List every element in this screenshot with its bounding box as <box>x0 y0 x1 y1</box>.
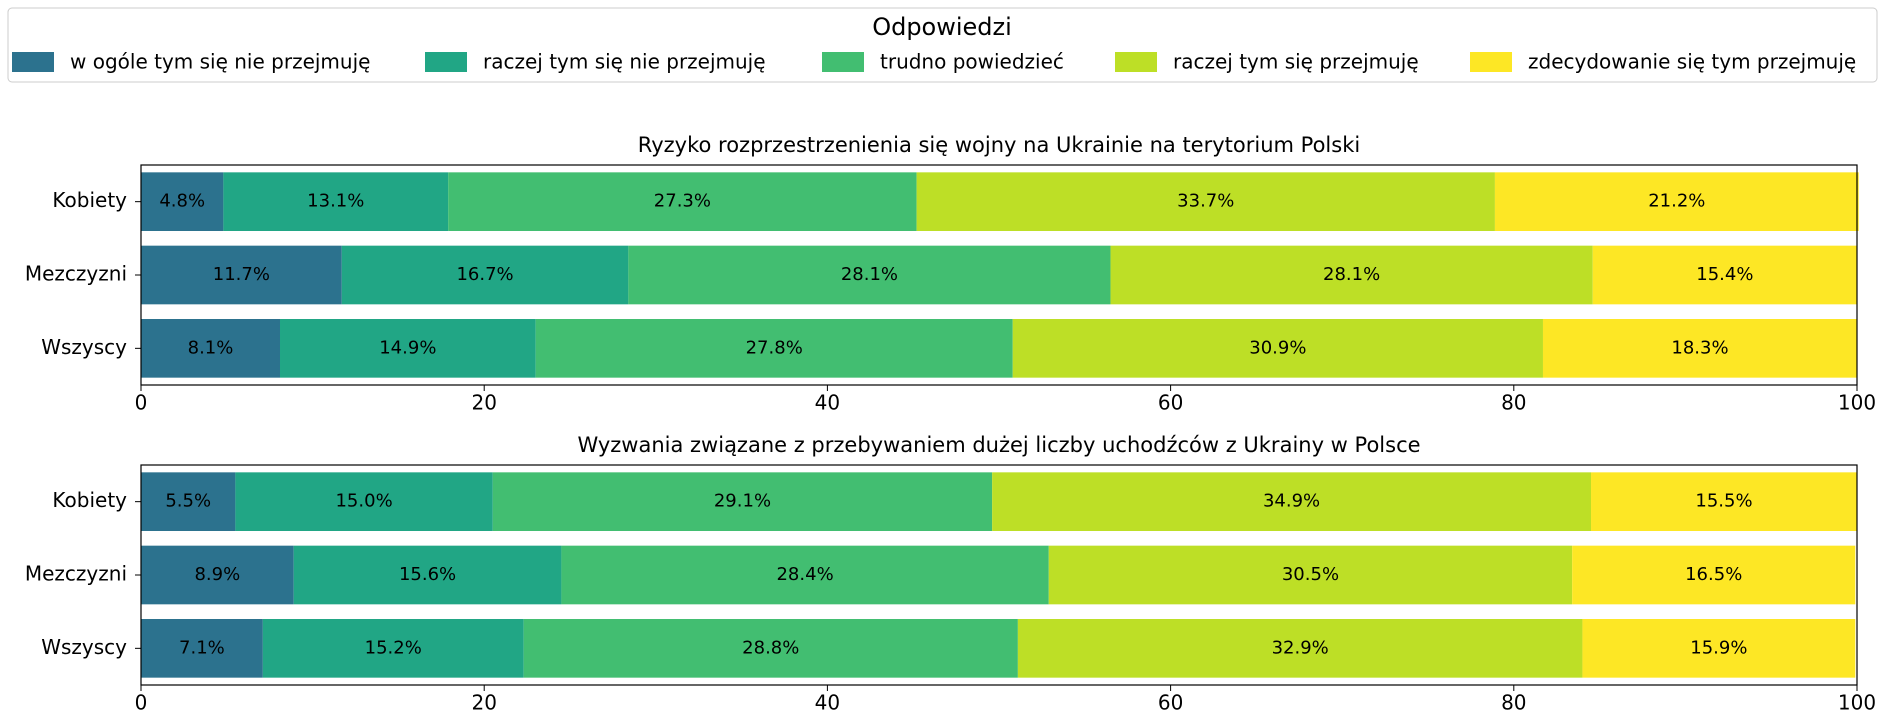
bar-segment <box>235 472 493 531</box>
bar-segment <box>628 245 1111 305</box>
bar-segment <box>293 545 562 605</box>
value-label: 29.1% <box>714 491 771 512</box>
legend-label: trudno powiedzieć <box>880 50 1064 74</box>
y-tick-label: Mezczyzni <box>25 562 127 586</box>
x-tick-label: 60 <box>1158 391 1183 415</box>
x-tick-label: 100 <box>1838 691 1876 713</box>
value-label: 4.8% <box>159 191 205 212</box>
bar-segment <box>1048 545 1573 605</box>
y-tick-label: Mezczyzni <box>25 262 127 286</box>
bar-segment <box>1542 319 1857 378</box>
bar-segment <box>141 545 294 605</box>
bar-segment <box>1582 619 1856 678</box>
value-label: 18.3% <box>1671 337 1728 358</box>
value-label: 28.1% <box>841 264 898 285</box>
bar-segment <box>1494 172 1859 231</box>
value-label: 11.7% <box>213 264 270 285</box>
x-tick-label: 0 <box>135 691 148 713</box>
bar-segment <box>492 472 993 531</box>
x-tick-label: 60 <box>1158 691 1183 713</box>
legend-swatch <box>1115 52 1157 72</box>
x-tick-label: 80 <box>1501 391 1526 415</box>
bar-segment <box>1110 245 1593 305</box>
legend-box <box>7 7 1878 83</box>
bar-segment <box>141 172 224 231</box>
bar-segment <box>141 245 342 305</box>
legend-title: Odpowiedzi <box>872 13 1012 41</box>
value-label: 16.5% <box>1685 564 1742 585</box>
legend-label: w ogóle tym się nie przejmuję <box>70 50 370 74</box>
axes-frame <box>140 464 1858 686</box>
value-label: 33.7% <box>1177 191 1234 212</box>
bar-segment <box>1572 545 1856 605</box>
legend-swatch <box>1470 52 1512 72</box>
value-label: 15.0% <box>335 491 392 512</box>
value-label: 28.1% <box>1323 264 1380 285</box>
legend-swatch <box>425 52 467 72</box>
value-label: 13.1% <box>307 191 364 212</box>
bar-segment <box>141 319 280 378</box>
value-label: 15.5% <box>1695 491 1752 512</box>
legend-swatch <box>822 52 864 72</box>
bar-segment <box>279 319 536 378</box>
x-tick-label: 20 <box>471 391 496 415</box>
x-tick-label: 40 <box>815 391 840 415</box>
value-label: 15.4% <box>1696 264 1753 285</box>
bar-segment <box>1017 619 1583 678</box>
value-label: 16.7% <box>456 264 513 285</box>
value-label: 15.2% <box>365 637 422 658</box>
value-label: 32.9% <box>1272 637 1329 658</box>
value-label: 14.9% <box>379 337 436 358</box>
legend-label: raczej tym się przejmuję <box>1173 50 1419 74</box>
x-tick-label: 0 <box>135 391 148 415</box>
bar-segment <box>1592 245 1857 305</box>
bar-segment <box>262 619 524 678</box>
bar-segment <box>141 472 236 531</box>
value-label: 15.9% <box>1690 637 1747 658</box>
legend-swatch <box>12 52 54 72</box>
value-label: 15.6% <box>399 564 456 585</box>
x-tick-label: 80 <box>1501 691 1526 713</box>
value-label: 5.5% <box>165 491 211 512</box>
bar-segment <box>561 545 1049 605</box>
value-label: 34.9% <box>1263 491 1320 512</box>
bar-segment <box>992 472 1592 531</box>
bar-segment <box>1591 472 1857 531</box>
bar-segment <box>535 319 1013 378</box>
bar-segment <box>448 172 917 231</box>
axes-frame <box>140 164 1858 386</box>
legend-label: raczej tym się nie przejmuję <box>483 50 766 74</box>
x-tick-label: 100 <box>1838 391 1876 415</box>
legend-label: zdecydowanie się tym przejmuję <box>1528 50 1856 74</box>
value-label: 30.5% <box>1282 564 1339 585</box>
value-label: 8.9% <box>194 564 240 585</box>
bar-segment <box>141 619 263 678</box>
value-label: 28.4% <box>776 564 833 585</box>
bar-segment <box>916 172 1495 231</box>
bar-segment <box>1012 319 1543 378</box>
y-tick-label: Kobiety <box>52 488 127 512</box>
y-tick-label: Wszyscy <box>41 635 127 659</box>
x-tick-label: 40 <box>815 691 840 713</box>
value-label: 21.2% <box>1648 191 1705 212</box>
chart-title: Wyzwania związane z przebywaniem dużej l… <box>577 433 1420 457</box>
bar-segment <box>341 245 629 305</box>
y-tick-label: Kobiety <box>52 188 127 212</box>
value-label: 27.3% <box>654 191 711 212</box>
bar-segment <box>223 172 449 231</box>
value-label: 28.8% <box>742 637 799 658</box>
x-tick-label: 20 <box>471 691 496 713</box>
chart-title: Ryzyko rozprzestrzenienia się wojny na U… <box>638 133 1360 157</box>
value-label: 8.1% <box>188 337 234 358</box>
value-label: 7.1% <box>179 637 225 658</box>
y-tick-label: Wszyscy <box>41 335 127 359</box>
value-label: 30.9% <box>1249 337 1306 358</box>
bar-segment <box>523 619 1018 678</box>
value-label: 27.8% <box>746 337 803 358</box>
